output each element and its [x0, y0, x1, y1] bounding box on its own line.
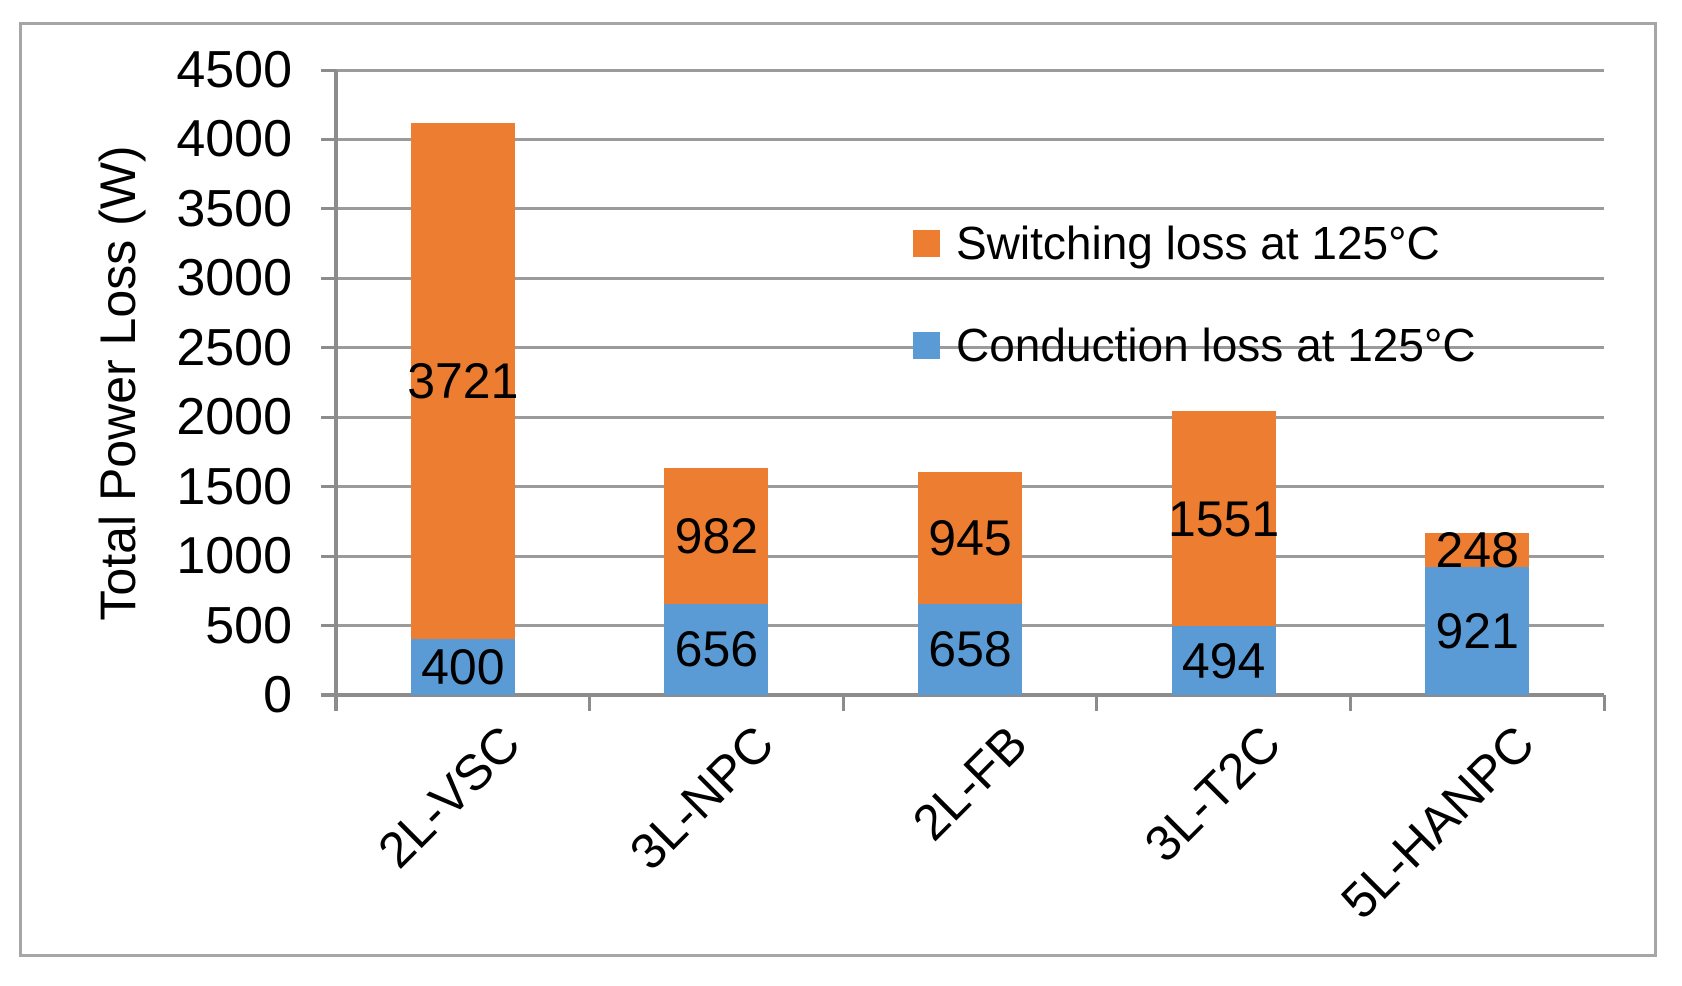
y-tick-label: 4000: [176, 110, 292, 169]
y-tick-label: 500: [205, 596, 292, 655]
y-tick-label: 3000: [176, 249, 292, 308]
legend-item-switching: Switching loss at 125°C: [913, 217, 1440, 269]
bar-segment-switching-3L-NPC: 982: [664, 467, 769, 604]
y-tick-label: 4500: [176, 41, 292, 99]
y-tick-mark: [321, 276, 336, 280]
legend-label-conduction: Conduction loss at 125°C: [956, 319, 1476, 371]
x-tick-mark: [1348, 695, 1352, 711]
bar-segment-conduction-3L-NPC: 656: [664, 603, 769, 695]
y-tick-mark: [321, 415, 336, 419]
bar-segment-switching-2L-VSC: 3721: [407, 122, 518, 640]
legend-label-switching: Switching loss at 125°C: [956, 217, 1440, 269]
y-tick-label: 2000: [176, 388, 292, 447]
legend-swatch-switching: [913, 229, 940, 257]
bar-segment-conduction-5L-HANPC: 921: [1425, 567, 1530, 695]
bar-segment-conduction-3L-T2C: 494: [1171, 626, 1276, 695]
gridline: [336, 137, 1604, 141]
x-tick-mark: [1095, 695, 1099, 711]
y-tick-mark: [321, 137, 336, 141]
y-tick-mark: [321, 68, 336, 72]
y-tick-label: 1500: [176, 457, 292, 516]
gridline: [336, 346, 1604, 350]
y-axis-line: [334, 70, 338, 711]
y-tick-mark: [321, 624, 336, 628]
legend-swatch-conduction: [913, 331, 940, 359]
gridline: [336, 415, 1604, 419]
x-tick-mark: [841, 695, 845, 711]
legend-item-conduction: Conduction loss at 125°C: [913, 319, 1476, 371]
bar-segment-conduction-2L-VSC: 400: [410, 639, 515, 695]
y-tick-mark: [321, 207, 336, 211]
x-tick-mark: [1602, 695, 1606, 711]
chart-frame: [19, 22, 1657, 957]
x-tick-mark: [588, 695, 592, 711]
bar-segment-switching-3L-T2C: 1551: [1168, 410, 1279, 627]
y-tick-label: 0: [263, 666, 292, 724]
y-tick-mark: [321, 346, 336, 350]
y-tick-label: 2500: [176, 318, 292, 377]
x-axis-line: [321, 693, 1604, 697]
y-tick-label: 3500: [176, 179, 292, 238]
bar-segment-switching-5L-HANPC: 248: [1425, 522, 1530, 578]
bar-segment-switching-2L-FB: 945: [918, 472, 1022, 604]
y-tick-mark: [321, 554, 336, 558]
x-tick-mark: [334, 695, 338, 711]
gridline: [336, 207, 1604, 211]
bar-segment-conduction-2L-FB: 658: [918, 603, 1022, 695]
y-tick-label: 1000: [176, 527, 292, 586]
y-tick-mark: [321, 485, 336, 489]
gridline: [336, 276, 1604, 280]
gridline: [336, 68, 1604, 72]
